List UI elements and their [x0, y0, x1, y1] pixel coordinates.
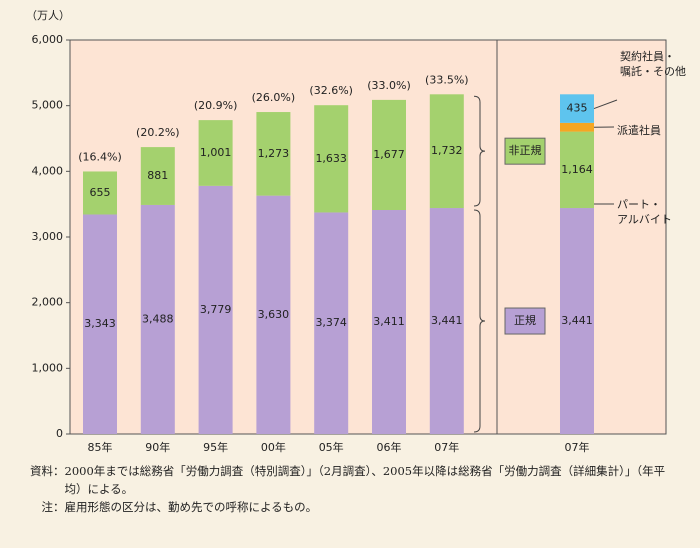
bar-segment [314, 105, 349, 213]
x-tick-label: 95年 [203, 440, 228, 454]
share-label: (33.0%) [367, 79, 411, 92]
note: 資料：2000年までは総務省「労働力調査（特別調査）」（2月調査）、2005年以… [30, 464, 666, 496]
x-tick-label: 06年 [377, 440, 402, 454]
series-label: 契約社員・嘱託・その他 [620, 49, 686, 78]
data-label: 655 [90, 186, 111, 199]
x-tick-label: 07年 [434, 440, 459, 454]
series-label: パート・アルバイト [617, 198, 672, 226]
series-label: 派遣社員 [617, 123, 661, 137]
data-label: 3,411 [373, 315, 405, 328]
leader-line [593, 99, 618, 110]
share-label: (20.2%) [136, 126, 180, 139]
note: 注：雇用形態の区分は、勤め先での呼称によるもの。 [41, 500, 318, 514]
data-label: 1,732 [431, 144, 463, 157]
data-label: 1,164 [561, 163, 593, 176]
data-label: 3,441 [431, 314, 463, 327]
share-label: (20.9%) [194, 99, 238, 112]
y-tick-label: 0 [56, 427, 63, 440]
share-label: (32.6%) [309, 84, 353, 97]
y-tick-label: 6,000 [32, 33, 64, 46]
legend-swatch [504, 137, 546, 165]
x-tick-label: 05年 [319, 440, 344, 454]
data-label: 1,677 [373, 148, 405, 161]
share-label: (16.4%) [78, 150, 122, 163]
bar-segment [83, 214, 117, 434]
share-label: (26.0%) [252, 91, 296, 104]
bar-segment [560, 208, 594, 434]
x-tick-label: 00年 [261, 440, 286, 454]
legend-label: 非正規 [509, 143, 542, 157]
bar-segment [560, 131, 594, 209]
y-tick-label: 2,000 [32, 296, 64, 309]
data-label: 1,273 [258, 147, 290, 160]
brace [473, 95, 486, 207]
data-label: 3,374 [315, 316, 347, 329]
share-label: (33.5%) [425, 73, 469, 86]
x-tick-label: 85年 [88, 440, 113, 454]
bar-segment [198, 185, 233, 434]
y-tick-label: 4,000 [32, 164, 64, 177]
bar-segment [140, 147, 175, 205]
bar-segment [560, 94, 594, 123]
bar-segment [372, 99, 406, 211]
y-tick-label: 5,000 [32, 99, 64, 112]
chart: （万人） 0 1,000 2,000 3,000 4,000 5,000 6,000 85年 3… [26, 9, 686, 454]
data-label: 435 [567, 102, 588, 115]
data-label: 3,343 [84, 317, 116, 330]
bar-segment [429, 208, 464, 434]
bar-segment [314, 212, 349, 434]
bar-segment [256, 195, 291, 434]
notes: 資料：2000年までは総務省「労働力調査（特別調査）」（2月調査）、2005年以… [30, 462, 680, 516]
bar-segment [198, 120, 233, 186]
bar-segment [560, 122, 594, 132]
data-label: 3,441 [561, 314, 593, 327]
data-label: 1,001 [200, 146, 232, 159]
data-label: 881 [147, 169, 168, 182]
bar-segment [83, 171, 117, 215]
brace [473, 209, 486, 433]
legend-swatch [504, 307, 546, 335]
bar-segment [140, 204, 175, 434]
data-label: 3,630 [258, 308, 290, 321]
data-label: 3,488 [142, 312, 174, 325]
bar-segment [372, 210, 406, 434]
y-tick-label: 3,000 [32, 230, 64, 243]
y-axis-label: （万人） [26, 9, 70, 22]
x-tick-label: 07年 [565, 440, 590, 454]
x-tick-label: 90年 [145, 440, 170, 454]
data-label: 1,633 [315, 152, 347, 165]
y-tick-label: 1,000 [32, 361, 64, 374]
data-label: 3,779 [200, 303, 232, 316]
bar-segment [256, 112, 291, 196]
bar-segment [429, 94, 464, 209]
legend-label: 正規 [514, 313, 536, 327]
